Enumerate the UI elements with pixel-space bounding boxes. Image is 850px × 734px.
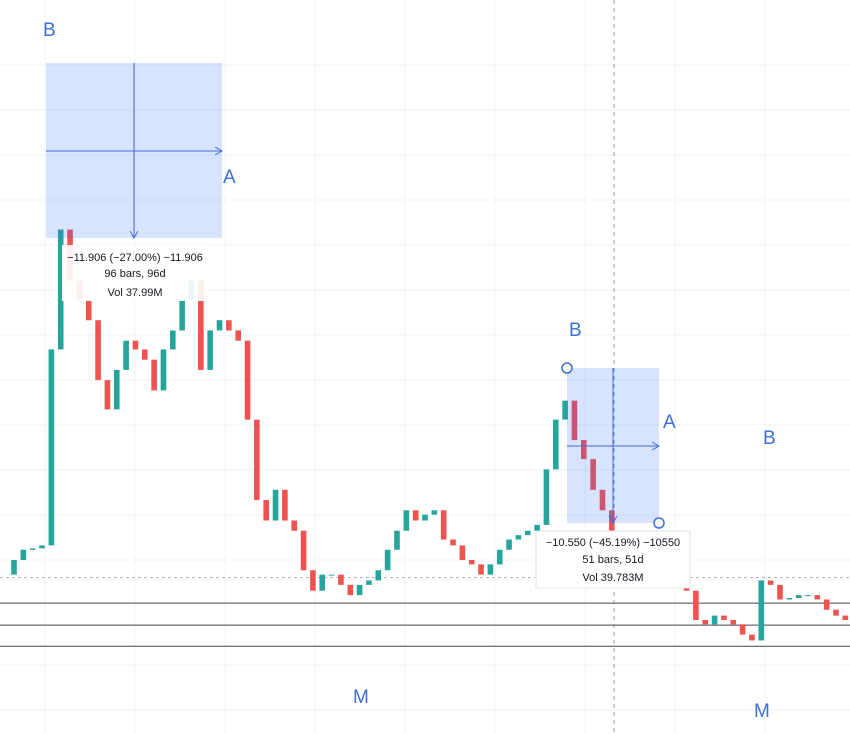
candle [394, 530, 400, 550]
candle [487, 564, 494, 575]
candle [814, 595, 821, 600]
candle [356, 584, 363, 596]
candle [711, 615, 718, 625]
measure-bars: 51 bars, 51d [582, 554, 643, 566]
candle [141, 349, 148, 360]
label: B [763, 428, 776, 449]
candle [160, 349, 167, 391]
candle [730, 619, 737, 625]
label: A [663, 412, 676, 433]
candle [95, 320, 101, 381]
candle [459, 545, 466, 561]
candle [777, 584, 783, 600]
candle [20, 549, 27, 561]
candle [422, 514, 428, 521]
measure-change: −11.906 (−27.00%) −11.906 [67, 252, 203, 264]
candle [123, 340, 129, 370]
candle [693, 590, 699, 620]
candle [319, 574, 326, 591]
candle [580, 440, 587, 460]
candles [11, 229, 849, 641]
candle [823, 599, 830, 610]
candle [226, 320, 232, 331]
candle [515, 535, 522, 540]
candle [132, 340, 139, 350]
candle [795, 595, 802, 599]
candle [403, 510, 410, 531]
levels [0, 577, 850, 647]
measure-bars: 96 bars, 96d [104, 268, 165, 280]
candle [244, 340, 251, 420]
measure-2: −10.550 (−45.19%) −10550 51 bars, 51d Vo… [535, 362, 691, 589]
candle [842, 615, 849, 620]
candle [300, 530, 307, 571]
candle [496, 549, 503, 565]
candle [384, 549, 391, 571]
candle [151, 359, 157, 391]
candle [263, 500, 270, 521]
candle [338, 574, 344, 585]
label: M [754, 701, 770, 722]
candle [254, 419, 260, 501]
candle [721, 615, 727, 620]
candle [235, 330, 241, 341]
candle [328, 574, 335, 576]
candle [562, 400, 568, 420]
candle [375, 570, 382, 581]
candle [431, 510, 438, 515]
candle [29, 548, 36, 550]
measure-change: −10.550 (−45.19%) −10550 [546, 537, 680, 549]
candle [291, 520, 298, 531]
candle [552, 419, 559, 470]
candle [310, 570, 316, 591]
label: B [569, 320, 582, 341]
candle [599, 489, 606, 511]
candle [272, 489, 279, 521]
candle [543, 469, 550, 525]
candle [57, 229, 64, 350]
candle [282, 489, 288, 521]
candle [805, 595, 811, 597]
measure-1: −11.906 (−27.00%) −11.906 96 bars, 96d V… [46, 63, 224, 301]
candle [702, 619, 709, 625]
candle [216, 320, 223, 331]
candle [198, 280, 204, 370]
label: M [353, 687, 369, 708]
label: A [223, 167, 236, 188]
candle [767, 580, 774, 585]
candle [833, 609, 839, 616]
candle [170, 330, 176, 350]
candle [468, 560, 475, 565]
candle [571, 400, 578, 441]
candle [85, 299, 92, 321]
candle [412, 510, 419, 521]
candle [347, 584, 354, 596]
candle [104, 380, 111, 410]
candle [739, 624, 746, 635]
candle [113, 369, 120, 410]
candle [478, 564, 484, 575]
candle [39, 545, 45, 549]
candle [366, 580, 372, 585]
measure-vol: Vol 39.783M [582, 572, 643, 584]
candle [506, 539, 512, 550]
candle [786, 598, 793, 600]
candle [179, 299, 185, 331]
label: B [43, 20, 56, 41]
candle [524, 530, 531, 536]
candle [48, 349, 55, 546]
candle [11, 560, 17, 575]
candle [450, 539, 456, 546]
candle [207, 330, 213, 370]
candle [440, 510, 447, 540]
measure-vol: Vol 37.99M [107, 287, 162, 299]
candle [590, 459, 596, 490]
candle [758, 580, 765, 641]
candle [749, 634, 755, 641]
candle [534, 524, 540, 531]
